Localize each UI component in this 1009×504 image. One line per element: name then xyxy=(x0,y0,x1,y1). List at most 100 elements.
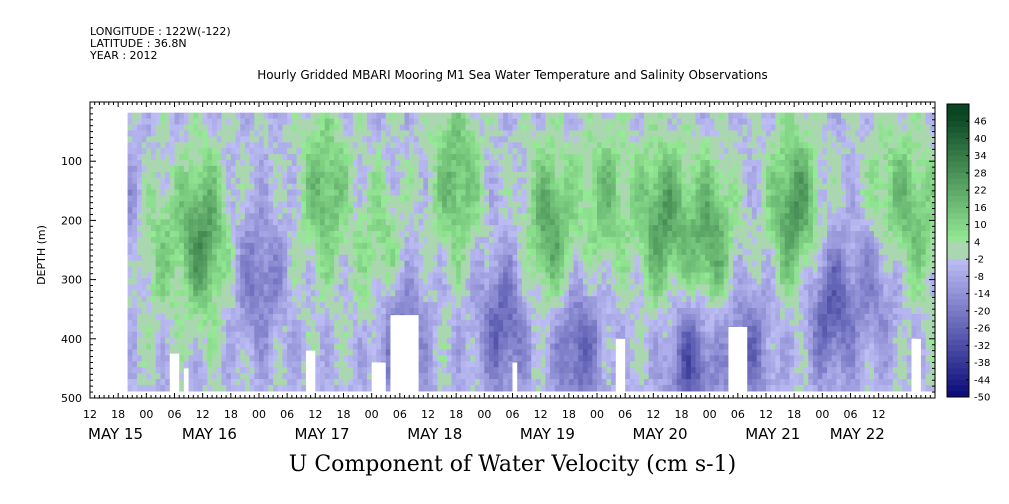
heatmap-cell xyxy=(338,165,345,173)
heatmap-cell xyxy=(385,195,392,203)
heatmap-cell xyxy=(282,112,288,120)
heatmap-cell xyxy=(371,236,377,244)
heatmap-cell xyxy=(545,136,551,143)
heatmap-cell xyxy=(334,142,340,149)
heatmap-cell xyxy=(240,136,246,143)
heatmap-cell xyxy=(611,207,617,214)
heatmap-cell xyxy=(254,213,260,220)
heatmap-cell xyxy=(381,337,387,345)
heatmap-cell xyxy=(512,124,518,132)
heatmap-cell xyxy=(240,284,246,291)
heatmap-cell xyxy=(207,272,213,280)
heatmap-cell xyxy=(263,236,269,244)
heatmap-cell xyxy=(620,154,626,161)
heatmap-cell xyxy=(174,189,180,197)
heatmap-cell xyxy=(136,349,143,356)
heatmap-cell xyxy=(249,384,255,392)
heatmap-cell xyxy=(442,331,448,339)
heatmap-cell xyxy=(428,177,434,185)
heatmap-cell xyxy=(428,266,434,274)
heatmap-cell xyxy=(235,355,241,362)
heatmap-cell xyxy=(334,278,340,285)
heatmap-cell xyxy=(169,313,176,321)
heatmap-cell xyxy=(207,325,213,333)
heatmap-cell xyxy=(517,355,523,362)
heatmap-cell xyxy=(287,112,293,120)
heatmap-cell xyxy=(376,112,382,120)
heatmap-cell xyxy=(521,361,528,368)
heatmap-cell xyxy=(216,272,223,280)
heatmap-cell xyxy=(348,308,354,315)
heatmap-cell xyxy=(540,278,546,285)
heatmap-cell xyxy=(578,290,584,297)
heatmap-cell xyxy=(446,373,453,380)
heatmap-cell xyxy=(160,278,166,285)
heatmap-cell xyxy=(371,207,377,214)
heatmap-cell xyxy=(437,112,443,120)
heatmap-cell xyxy=(381,313,387,321)
heatmap-cell xyxy=(277,384,284,392)
heatmap-cell xyxy=(357,260,363,268)
heatmap-cell xyxy=(474,302,481,309)
heatmap-cell xyxy=(366,367,373,374)
heatmap-cell xyxy=(573,148,579,155)
heatmap-cell xyxy=(568,236,575,244)
heatmap-cell xyxy=(611,160,617,167)
heatmap-cell xyxy=(320,242,326,250)
heatmap-cell xyxy=(409,154,415,161)
heatmap-cell xyxy=(371,219,377,226)
heatmap-cell xyxy=(268,308,274,315)
heatmap-cell xyxy=(362,278,368,285)
heatmap-cell xyxy=(615,308,622,315)
heatmap-cell xyxy=(625,112,631,120)
heatmap-cell xyxy=(381,201,387,208)
heatmap-cell xyxy=(136,154,143,161)
heatmap-cell xyxy=(489,308,495,315)
heatmap-cell xyxy=(413,284,420,291)
heatmap-cell xyxy=(221,260,227,268)
heatmap-cell xyxy=(498,254,504,262)
heatmap-cell xyxy=(592,325,598,333)
heatmap-cell xyxy=(592,213,598,220)
heatmap-cell xyxy=(268,142,274,149)
heatmap-cell xyxy=(385,254,392,262)
heatmap-cell xyxy=(151,142,157,149)
heatmap-cell xyxy=(193,349,199,356)
heatmap-cell xyxy=(437,189,443,197)
heatmap-cell xyxy=(545,296,551,303)
heatmap-cell xyxy=(503,242,509,250)
heatmap-cell xyxy=(296,195,302,203)
heatmap-cell xyxy=(451,379,457,386)
heatmap-cell xyxy=(136,319,143,327)
heatmap-cell xyxy=(277,331,284,339)
heatmap-cell xyxy=(305,319,312,327)
heatmap-cell xyxy=(371,343,377,351)
heatmap-cell xyxy=(221,201,227,208)
heatmap-cell xyxy=(221,296,227,303)
heatmap-cell xyxy=(484,313,490,321)
heatmap-cell xyxy=(597,154,603,161)
heatmap-cell xyxy=(324,160,331,167)
heatmap-cell xyxy=(423,177,429,185)
heatmap-cell xyxy=(470,225,476,232)
heatmap-cell xyxy=(254,284,260,291)
heatmap-cell xyxy=(230,373,237,380)
heatmap-cell xyxy=(559,296,565,303)
heatmap-cell xyxy=(540,236,546,244)
heatmap-cell xyxy=(413,112,420,120)
heatmap-cell xyxy=(249,124,255,132)
heatmap-cell xyxy=(465,296,471,303)
heatmap-cell xyxy=(385,319,392,327)
heatmap-cell xyxy=(174,296,180,303)
heatmap-cell xyxy=(136,284,143,291)
heatmap-cell xyxy=(601,195,607,203)
heatmap-cell xyxy=(310,325,316,333)
heatmap-cell xyxy=(329,325,335,333)
heatmap-cell xyxy=(169,148,176,155)
heatmap-cell xyxy=(442,349,448,356)
heatmap-cell xyxy=(324,373,331,380)
heatmap-cell xyxy=(273,384,279,392)
heatmap-cell xyxy=(451,272,457,280)
heatmap-cell xyxy=(183,201,190,208)
heatmap-cell xyxy=(329,142,335,149)
